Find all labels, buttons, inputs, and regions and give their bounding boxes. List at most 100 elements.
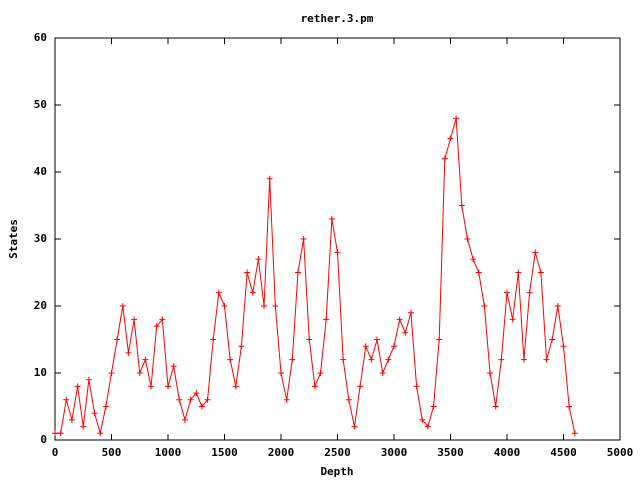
- plot-frame: [54, 37, 621, 441]
- point-marker: [204, 396, 211, 403]
- point-marker: [170, 363, 177, 370]
- point-marker: [306, 336, 313, 343]
- point-marker: [74, 383, 81, 390]
- point-marker: [475, 269, 482, 276]
- point-marker: [396, 316, 403, 323]
- point-marker: [227, 356, 234, 363]
- point-marker: [374, 336, 381, 343]
- point-marker: [102, 403, 109, 410]
- x-axis-label: Depth: [320, 465, 353, 478]
- y-tick-label: 40: [34, 165, 47, 178]
- point-marker: [108, 370, 115, 376]
- point-marker: [131, 316, 138, 323]
- point-marker: [328, 215, 335, 222]
- point-marker: [549, 336, 556, 343]
- point-marker: [413, 383, 420, 390]
- x-tick-label: 2500: [324, 446, 351, 459]
- point-marker: [357, 383, 364, 390]
- point-marker: [543, 356, 550, 363]
- point-marker: [125, 349, 132, 356]
- x-tick-label: 1500: [211, 446, 238, 459]
- point-marker: [351, 423, 358, 430]
- point-marker: [560, 343, 567, 350]
- point-marker: [52, 430, 58, 437]
- point-marker: [430, 403, 437, 410]
- point-marker: [407, 309, 414, 316]
- point-marker: [436, 336, 443, 343]
- y-tick-label: 0: [40, 433, 47, 446]
- point-marker: [80, 423, 87, 430]
- point-marker: [159, 316, 166, 323]
- point-marker: [272, 303, 279, 309]
- point-marker: [232, 383, 239, 390]
- point-marker: [97, 430, 104, 437]
- point-marker: [554, 303, 561, 309]
- point-marker: [464, 236, 471, 242]
- x-tick-label: 3500: [437, 446, 464, 459]
- point-marker: [470, 256, 477, 263]
- point-marker: [278, 370, 284, 376]
- chart-title: rether.3.pm: [301, 12, 374, 25]
- point-marker: [441, 155, 448, 162]
- point-marker: [323, 316, 330, 323]
- y-tick-label: 60: [34, 31, 47, 44]
- point-marker: [345, 396, 352, 403]
- point-marker: [63, 396, 70, 403]
- point-marker: [198, 403, 205, 410]
- point-marker: [165, 383, 171, 390]
- point-marker: [68, 416, 75, 423]
- point-marker: [362, 343, 369, 350]
- point-marker: [379, 370, 386, 376]
- x-tick-label: 0: [52, 446, 59, 459]
- y-tick-label: 20: [34, 299, 47, 312]
- point-marker: [176, 396, 183, 403]
- point-marker: [91, 410, 98, 417]
- point-marker: [566, 403, 573, 410]
- point-marker: [340, 356, 347, 363]
- point-marker: [255, 256, 262, 263]
- y-tick-label: 10: [34, 366, 47, 379]
- point-marker: [537, 269, 544, 276]
- point-marker: [447, 135, 454, 142]
- point-marker: [509, 316, 516, 323]
- point-marker: [526, 289, 533, 296]
- point-marker: [119, 303, 126, 309]
- point-marker: [300, 236, 307, 242]
- point-marker: [419, 416, 426, 423]
- x-tick-label: 5000: [607, 446, 634, 459]
- point-marker: [481, 303, 488, 309]
- point-marker: [238, 343, 245, 350]
- point-marker: [311, 383, 318, 390]
- point-marker: [385, 356, 392, 363]
- point-marker: [210, 336, 217, 343]
- x-tick-label: 1000: [155, 446, 182, 459]
- y-axis-label: States: [7, 219, 20, 259]
- point-marker: [402, 329, 409, 336]
- point-marker: [515, 269, 522, 276]
- point-marker: [215, 289, 222, 296]
- point-marker: [148, 383, 155, 390]
- point-marker: [181, 416, 188, 423]
- point-marker: [57, 430, 64, 437]
- point-marker: [193, 390, 200, 397]
- point-marker: [153, 323, 160, 330]
- point-marker: [187, 396, 194, 403]
- point-marker: [391, 343, 397, 350]
- x-tick-label: 2000: [268, 446, 295, 459]
- point-marker: [334, 249, 341, 256]
- point-marker: [504, 289, 510, 296]
- point-marker: [221, 303, 228, 309]
- point-marker: [487, 370, 494, 376]
- point-marker: [261, 303, 268, 309]
- point-marker: [249, 289, 256, 296]
- point-marker: [85, 376, 92, 383]
- point-marker: [142, 356, 149, 363]
- point-marker: [289, 356, 296, 363]
- point-marker: [244, 269, 251, 276]
- x-tick-label: 500: [102, 446, 122, 459]
- point-marker: [368, 356, 375, 363]
- point-marker: [453, 115, 460, 122]
- point-marker: [317, 370, 324, 376]
- point-marker: [498, 356, 505, 363]
